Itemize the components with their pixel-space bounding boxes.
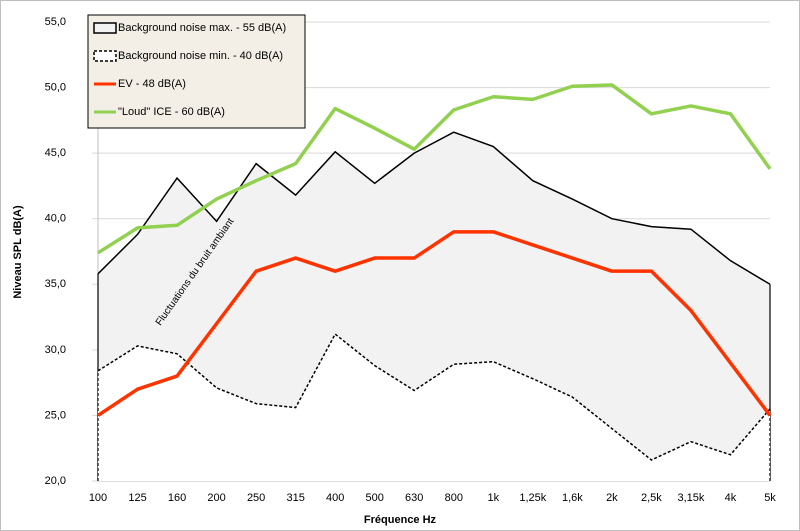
legend-swatch xyxy=(93,22,117,34)
legend-label: Background noise max. - 55 dB(A) xyxy=(118,22,286,34)
x-tick-label: 250 xyxy=(247,492,265,504)
legend-label: "Loud" ICE - 60 dB(A) xyxy=(118,106,225,118)
series-line xyxy=(97,230,772,417)
y-tick-label: 20,0 xyxy=(45,475,66,487)
x-tick-label: 125 xyxy=(128,492,146,504)
x-tick-label: 100 xyxy=(89,492,107,504)
x-axis-title: Fréquence Hz xyxy=(364,514,437,526)
x-tick-label: 800 xyxy=(445,492,463,504)
y-tick-label: 45,0 xyxy=(45,147,66,159)
y-axis-title: Niveau SPL dB(A) xyxy=(12,205,24,299)
y-tick-label: 30,0 xyxy=(45,344,66,356)
y-tick-label: 40,0 xyxy=(45,213,66,225)
x-tick-label: 1,6k xyxy=(562,492,583,504)
x-tick-label: 3,15k xyxy=(677,492,704,504)
series-line xyxy=(97,332,771,461)
area-fill xyxy=(98,132,770,481)
legend-label: Background noise min. - 40 dB(A) xyxy=(118,50,283,62)
x-tick-label: 630 xyxy=(405,492,423,504)
x-tick-label: 1,25k xyxy=(519,492,546,504)
y-tick-label: 55,0 xyxy=(45,16,66,28)
legend-box xyxy=(87,14,306,129)
x-tick-label: 5k xyxy=(764,492,776,504)
y-tick-label: 25,0 xyxy=(45,409,66,421)
series-line xyxy=(97,131,771,285)
x-tick-label: 500 xyxy=(366,492,384,504)
x-tick-label: 160 xyxy=(168,492,186,504)
x-tick-label: 315 xyxy=(286,492,304,504)
x-tick-label: 400 xyxy=(326,492,344,504)
x-tick-label: 2,5k xyxy=(641,492,662,504)
x-tick-label: 4k xyxy=(725,492,737,504)
area-fill xyxy=(98,334,770,481)
legend-label: EV - 48 dB(A) xyxy=(118,78,186,90)
x-tick-label: 1k xyxy=(487,492,499,504)
y-tick-label: 50,0 xyxy=(45,81,66,93)
legend-swatch xyxy=(93,50,117,62)
series-line xyxy=(97,83,772,255)
x-tick-label: 2k xyxy=(606,492,618,504)
x-tick-label: 200 xyxy=(207,492,225,504)
y-tick-label: 35,0 xyxy=(45,278,66,290)
